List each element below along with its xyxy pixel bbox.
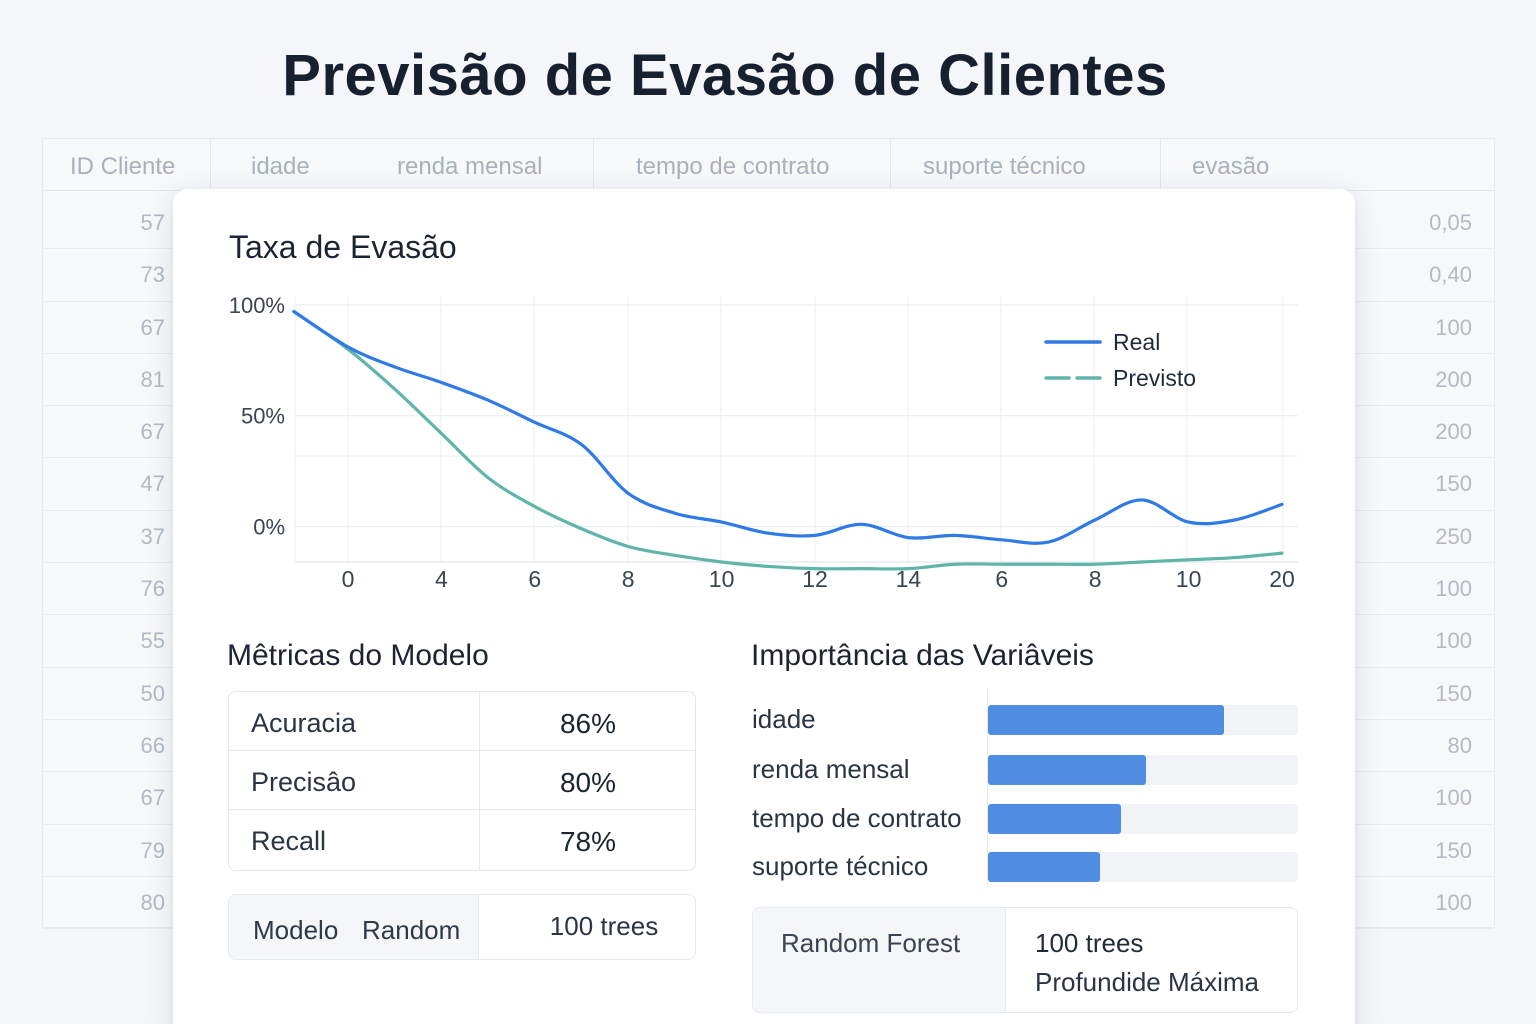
background-cell-evasao: 100 xyxy=(1435,628,1472,654)
importance-row-renda: renda mensal xyxy=(752,754,1298,786)
x-tick-label: 8 xyxy=(1089,566,1102,592)
background-cell-evasao: 150 xyxy=(1435,471,1472,497)
importance-label: idade xyxy=(752,704,816,734)
model-type-label: Random xyxy=(362,915,461,945)
page-title: Previsão de Evasão de Clientes xyxy=(282,43,1168,108)
rf-model-name: Random Forest xyxy=(781,928,961,958)
random-forest-box: Random Forest 100 trees Profundide Máxim… xyxy=(752,907,1298,1013)
x-tick-label: 4 xyxy=(435,566,448,592)
background-cell-evasao: 100 xyxy=(1435,785,1472,811)
metrics-table: Acuracia 86% Precisâo 80% Recall 78% xyxy=(228,691,696,871)
importance-bar-track xyxy=(988,755,1298,785)
background-cell-evasao: 100 xyxy=(1435,314,1472,340)
importance-bar xyxy=(988,755,1147,785)
importance-bar xyxy=(988,804,1122,834)
x-tick-label: 8 xyxy=(622,566,635,592)
importance-row-idade: idade xyxy=(752,704,1298,736)
column-header-evasao[interactable]: evasão xyxy=(1192,153,1270,180)
background-cell-id: 47 xyxy=(140,471,165,497)
importance-bar xyxy=(988,705,1224,735)
background-cell-evasao: 0,40 xyxy=(1429,262,1472,288)
x-tick-label: 10 xyxy=(709,566,735,592)
column-header-idade[interactable]: idade xyxy=(251,153,310,180)
metrics-title: Mêtricas do Modelo xyxy=(227,639,489,672)
metric-row: Precisâo 80% xyxy=(229,751,695,810)
metric-row: Recall 78% xyxy=(229,810,695,869)
background-cell-id: 66 xyxy=(140,732,165,758)
importance-label: renda mensal xyxy=(752,754,910,784)
background-cell-evasao: 80 xyxy=(1447,732,1472,758)
chart-title: Taxa de Evasão xyxy=(229,229,457,265)
importance-bar-track xyxy=(988,852,1298,882)
background-cell-id: 73 xyxy=(140,262,165,288)
background-cell-evasao: 100 xyxy=(1435,889,1472,915)
background-cell-evasao: 150 xyxy=(1435,680,1472,706)
model-trees-value: 100 trees xyxy=(549,911,659,941)
y-tick-label: 0% xyxy=(253,515,285,540)
series-line-real xyxy=(292,309,1284,545)
importance-row-suporte: suporte técnico xyxy=(752,851,1298,883)
background-cell-evasao: 100 xyxy=(1435,576,1472,602)
importance-bar-track xyxy=(988,705,1298,735)
metric-label: Recall xyxy=(251,826,327,856)
x-tick-label: 0 xyxy=(342,566,355,592)
metric-value: 78% xyxy=(559,826,617,857)
legend-label-real: Real xyxy=(1113,329,1160,355)
importance-row-tempo: tempo de contrato xyxy=(752,803,1298,835)
background-cell-id: 79 xyxy=(140,837,165,863)
background-cell-id: 50 xyxy=(140,680,165,706)
background-cell-id: 76 xyxy=(140,576,165,602)
importance-title: Importância das Variâveis xyxy=(751,639,1094,672)
y-tick-label: 100% xyxy=(229,293,285,318)
importance-label: tempo de contrato xyxy=(752,803,962,833)
x-tick-label: 6 xyxy=(995,566,1008,592)
metric-value: 80% xyxy=(559,767,617,798)
background-table-header: ID Cliente idade renda mensal tempo de c… xyxy=(43,139,1494,191)
x-tick-label: 20 xyxy=(1269,566,1295,592)
background-cell-id: 55 xyxy=(140,628,165,654)
metric-label: Precisâo xyxy=(251,767,357,797)
background-cell-evasao: 150 xyxy=(1435,837,1472,863)
y-tick-label: 50% xyxy=(241,404,285,429)
rf-trees: 100 trees xyxy=(1035,928,1144,958)
churn-dashboard-card: Taxa de Evasão 100% 50% 0% 0 4 6 8 10 12 14 6 8 10 20… xyxy=(173,189,1355,1024)
metric-label: Acuracia xyxy=(251,708,357,738)
background-cell-evasao: 200 xyxy=(1435,366,1472,392)
background-cell-id: 80 xyxy=(140,889,165,915)
legend-label-previsto: Previsto xyxy=(1113,365,1196,391)
column-header-suporte[interactable]: suporte técnico xyxy=(923,153,1086,180)
background-cell-id: 37 xyxy=(140,523,165,549)
model-label: Modelo xyxy=(253,915,339,945)
series-line-previsto xyxy=(292,309,1284,571)
importance-label: suporte técnico xyxy=(752,851,929,881)
column-header-id[interactable]: ID Cliente xyxy=(70,153,176,180)
column-header-tempo[interactable]: tempo de contrato xyxy=(636,153,830,180)
importance-bar xyxy=(988,852,1100,882)
importance-bar-track xyxy=(988,804,1298,834)
background-cell-evasao: 200 xyxy=(1435,419,1472,445)
background-cell-id: 67 xyxy=(140,419,165,445)
column-header-renda[interactable]: renda mensal xyxy=(397,153,543,180)
background-cell-id: 67 xyxy=(140,314,165,340)
background-cell-evasao: 0,05 xyxy=(1429,210,1472,235)
background-cell-evasao: 250 xyxy=(1435,523,1472,549)
rf-max-depth: Profundide Máxima xyxy=(1035,967,1259,997)
background-cell-id: 81 xyxy=(140,366,165,392)
background-cell-id: 67 xyxy=(140,785,165,811)
x-tick-label: 10 xyxy=(1176,566,1202,592)
metric-value: 86% xyxy=(559,708,617,739)
x-tick-label: 6 xyxy=(528,566,541,592)
model-summary-box: Modelo Random 100 trees xyxy=(228,894,696,960)
background-cell-id: 57 xyxy=(140,210,165,235)
metric-row: Acuracia 86% xyxy=(229,692,695,751)
